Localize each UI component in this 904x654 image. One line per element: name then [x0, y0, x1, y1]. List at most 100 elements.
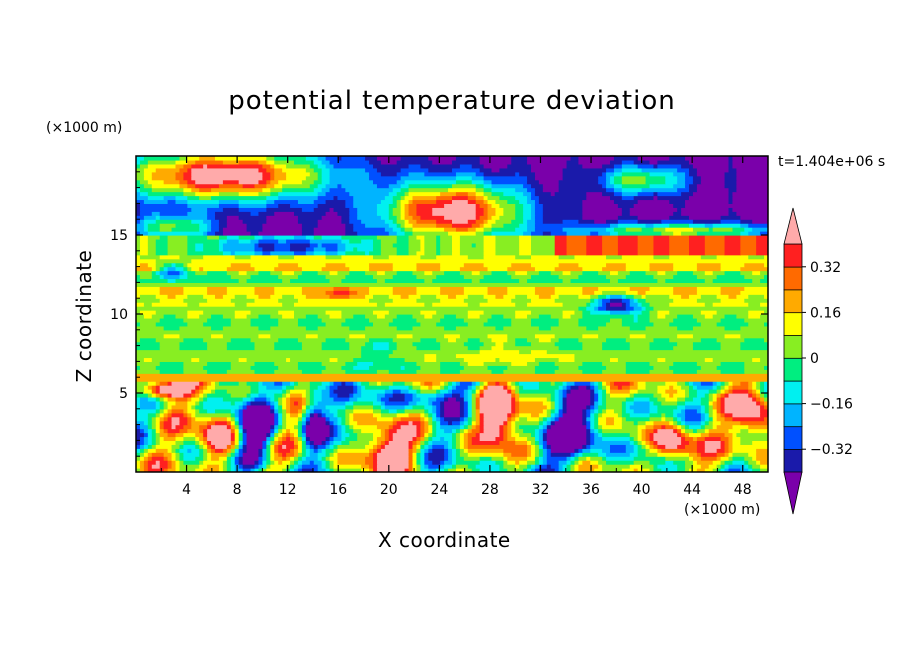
contour-cell	[143, 227, 149, 232]
contour-cell	[503, 448, 528, 453]
contour-cell	[467, 227, 477, 232]
contour-cell	[199, 385, 204, 390]
contour-cell	[234, 408, 240, 414]
contour-cell	[151, 187, 184, 193]
contour-cell	[191, 187, 200, 193]
contour-cell	[696, 436, 706, 441]
contour-cell	[175, 278, 240, 283]
contour-cell	[325, 250, 339, 256]
contour-cell	[503, 464, 516, 469]
contour-cell	[471, 179, 485, 185]
contour-cell	[294, 440, 299, 445]
contour-cell	[515, 420, 540, 426]
contour-cell	[681, 191, 694, 197]
contour-cell	[531, 468, 536, 472]
contour-cell	[278, 274, 299, 280]
contour-cell	[479, 428, 485, 434]
contour-cell	[641, 310, 651, 315]
contour-cell	[309, 393, 315, 398]
contour-cell	[388, 183, 402, 189]
contour-cell	[424, 238, 437, 244]
contour-cell	[724, 250, 741, 256]
contour-cell	[301, 420, 307, 426]
contour-cell	[325, 448, 335, 453]
contour-cell	[416, 369, 441, 374]
contour-cell	[531, 341, 556, 347]
contour-cell	[728, 195, 734, 201]
contour-cell	[282, 456, 287, 461]
contour-cell	[203, 393, 208, 398]
contour-cell	[448, 389, 453, 394]
contour-cell	[606, 365, 627, 370]
contour-cell	[163, 325, 181, 331]
contour-cell	[266, 219, 299, 224]
contour-cell	[183, 424, 192, 430]
contour-cell	[578, 219, 595, 224]
contour-cell	[317, 412, 323, 418]
contour-cell	[147, 444, 153, 449]
contour-cell	[515, 416, 520, 422]
contour-cell	[380, 171, 398, 177]
contour-cell	[167, 408, 173, 414]
contour-cell	[321, 235, 342, 240]
contour-cell	[606, 389, 611, 394]
contour-cell	[463, 440, 469, 445]
contour-cell	[353, 203, 378, 208]
contour-cell	[689, 424, 702, 430]
contour-cell	[420, 468, 429, 472]
contour-cell	[764, 389, 768, 394]
contour-cell	[404, 207, 410, 212]
contour-cell	[542, 408, 548, 414]
contour-cell	[720, 420, 741, 426]
contour-cell	[685, 436, 694, 441]
contour-cell	[606, 404, 623, 410]
contour-cell	[554, 381, 564, 386]
contour-cell	[495, 436, 504, 441]
contour-cell	[744, 369, 768, 374]
contour-cell	[606, 167, 615, 173]
contour-cell	[203, 389, 212, 394]
contour-cell	[294, 452, 299, 457]
contour-cell	[230, 274, 252, 280]
contour-cell	[258, 456, 263, 461]
contour-cell	[230, 262, 252, 268]
contour-cell	[598, 333, 631, 339]
contour-cell	[246, 432, 267, 438]
contour-cell	[519, 389, 556, 394]
contour-cell	[143, 314, 153, 319]
contour-cell	[313, 444, 319, 449]
contour-cell	[286, 404, 291, 410]
contour-cell	[444, 227, 457, 232]
contour-cell	[483, 262, 512, 268]
contour-cell	[321, 389, 331, 394]
contour-cell	[218, 468, 224, 472]
contour-cell	[420, 321, 437, 327]
contour-cell	[475, 432, 481, 438]
contour-cell	[226, 460, 232, 465]
contour-cell	[594, 381, 599, 386]
contour-cell	[594, 416, 599, 422]
contour-cell	[724, 171, 737, 177]
contour-cell	[436, 199, 453, 204]
colorbar-segment	[783, 425, 803, 450]
contour-cell	[578, 274, 607, 280]
contour-cell	[301, 460, 311, 465]
contour-cell	[613, 199, 639, 204]
contour-cell	[392, 227, 402, 232]
contour-cell	[708, 404, 714, 410]
contour-cell	[416, 432, 421, 438]
contour-cell	[720, 412, 726, 418]
contour-cell	[175, 468, 181, 472]
contour-cell	[155, 258, 192, 264]
contour-cell	[503, 341, 516, 347]
contour-cell	[226, 341, 256, 347]
contour-cell	[629, 440, 635, 445]
x-tick-label: 32	[532, 482, 550, 498]
contour-cell	[550, 294, 560, 299]
contour-cell	[740, 333, 768, 339]
contour-cell	[511, 420, 516, 426]
contour-cell	[740, 266, 768, 272]
contour-cell	[649, 432, 655, 438]
contour-cell	[448, 337, 457, 343]
contour-cell	[625, 444, 635, 449]
